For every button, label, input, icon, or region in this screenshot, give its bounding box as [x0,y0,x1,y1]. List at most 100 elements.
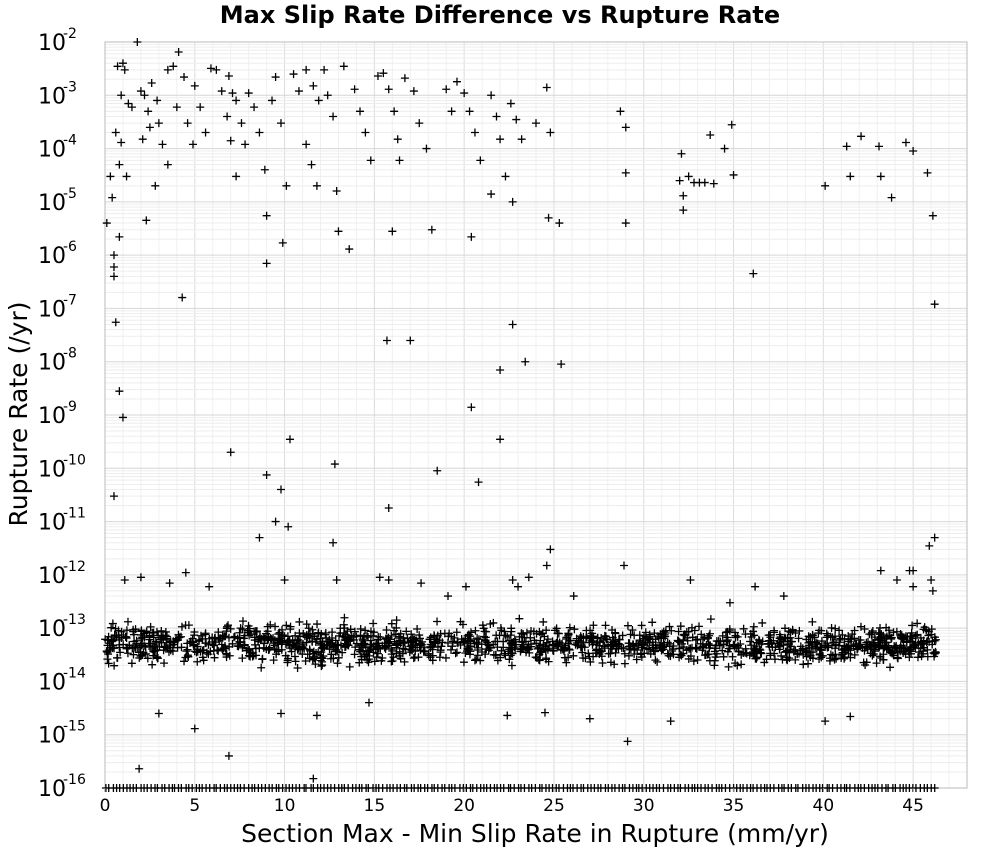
data-point [322,641,331,650]
data-point [109,251,118,260]
y-tick-base: 10 [38,138,66,163]
data-point [152,641,161,650]
data-point [272,645,281,654]
data-point [875,142,884,151]
data-point [262,211,271,220]
data-point [928,211,937,220]
data-point [542,561,551,570]
data-point [199,656,208,665]
data-point [535,656,544,665]
data-point [650,629,659,638]
data-point [263,635,272,644]
data-point [168,643,177,652]
data-point [414,653,423,662]
data-point [785,654,794,663]
data-point [508,576,517,585]
data-point [606,640,615,649]
data-point [656,630,665,639]
data-point [535,641,544,650]
data-point [330,460,339,469]
data-point [403,634,412,643]
data-point [411,647,420,656]
data-point [817,637,826,646]
y-tick-exponent: -3 [63,79,77,95]
data-point [301,657,310,666]
data-point [111,318,120,327]
data-point [409,654,418,663]
data-point [577,643,586,652]
data-point [312,635,321,644]
data-point [668,647,677,656]
y-tick-base: 10 [38,351,66,376]
data-point [483,638,492,647]
data-point [897,634,906,643]
data-point [108,193,117,202]
data-point [235,637,244,646]
data-point [300,644,309,653]
data-point [611,637,620,646]
data-point [862,638,871,647]
x-axis-label: Section Max - Min Slip Rate in Rupture (… [241,819,829,848]
data-point [853,645,862,654]
data-point [118,413,127,422]
data-point [648,618,657,627]
data-point [526,633,535,642]
y-tick-label: 10-16 [38,772,86,802]
data-point [350,85,359,94]
data-point [456,641,465,650]
y-tick-label: 10-3 [38,79,77,109]
data-point [178,293,187,302]
data-point [444,592,453,601]
data-point [685,644,694,653]
data-point [810,633,819,642]
data-point [243,628,252,637]
data-point [604,649,613,658]
data-point [385,639,394,648]
data-point [447,645,456,654]
data-point [750,631,759,640]
data-point [109,272,118,281]
data-point [329,538,338,547]
data-point [519,630,528,639]
data-point [764,631,773,640]
data-point [274,630,283,639]
y-tick-exponent: -16 [63,772,86,788]
data-point [149,633,158,642]
data-point [121,632,130,641]
data-point [183,651,192,660]
data-point [766,633,775,642]
data-point [514,582,523,591]
data-point [115,640,124,649]
data-point [299,629,308,638]
data-point [703,634,712,643]
data-point [366,640,375,649]
data-point [677,149,686,158]
data-point [392,616,401,625]
data-point [188,140,197,149]
y-tick-label: 10-5 [38,186,77,216]
data-point [692,644,701,653]
data-point [461,649,470,658]
data-point [624,651,633,660]
data-point [149,651,158,660]
grid [105,41,967,789]
data-point [679,191,688,200]
data-point [876,566,885,575]
data-point [781,648,790,657]
data-point [135,643,144,652]
data-point [147,79,156,88]
data-point [892,576,901,585]
data-point [757,649,766,658]
data-point [826,650,835,659]
y-tick-base: 10 [38,511,66,536]
data-point [661,628,670,637]
data-point [718,646,727,655]
y-tick-exponent: -4 [63,133,77,149]
data-point [224,72,233,81]
data-point [305,633,314,642]
data-point [465,636,474,645]
data-point [327,650,336,659]
data-point [474,635,483,644]
data-point [177,622,186,631]
